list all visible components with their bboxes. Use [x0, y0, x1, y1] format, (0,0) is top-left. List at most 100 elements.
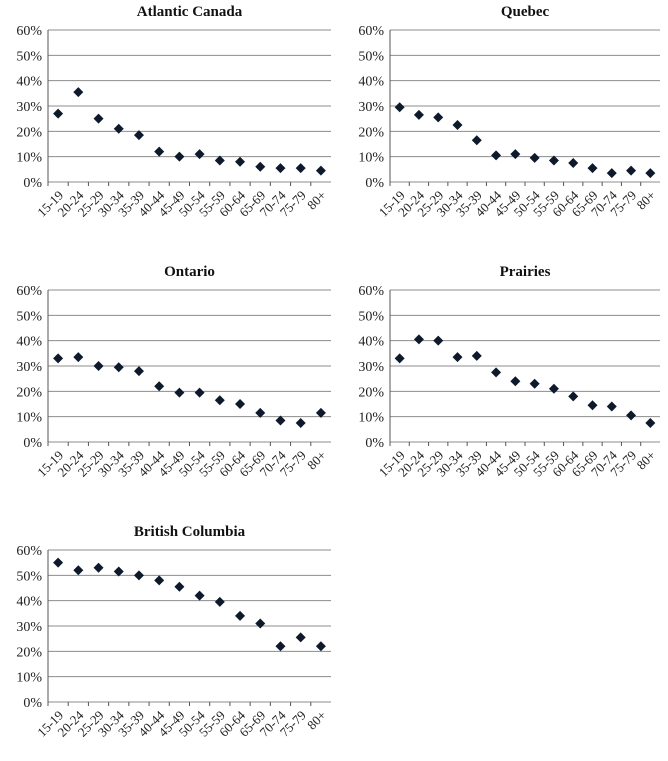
data-point-ontario-65-69 — [255, 407, 266, 418]
data-point-british-columbia-25-29 — [93, 562, 104, 573]
data-point-atlantic-canada-25-29 — [93, 113, 104, 124]
data-point-ontario-80 — [315, 407, 326, 418]
chart-quebec: Quebec0%10%20%30%40%50%60%15-1920-2425-2… — [358, 4, 660, 220]
data-point-british-columbia-65-69 — [255, 618, 266, 629]
chart-british-columbia: British Columbia0%10%20%30%40%50%60%15-1… — [16, 524, 331, 740]
data-point-atlantic-canada-20-24 — [73, 87, 84, 98]
y-tick-label: 40% — [16, 335, 42, 350]
data-point-british-columbia-75-79 — [295, 632, 306, 643]
data-point-british-columbia-60-64 — [235, 610, 246, 621]
y-tick-label: 30% — [16, 100, 42, 115]
data-point-prairies-55-59 — [548, 383, 559, 394]
data-point-atlantic-canada-60-64 — [235, 156, 246, 167]
y-tick-label: 50% — [358, 309, 384, 324]
y-tick-label: 10% — [358, 151, 384, 166]
data-point-ontario-60-64 — [235, 399, 246, 409]
data-point-ontario-35-39 — [133, 366, 144, 377]
data-point-british-columbia-50-54 — [194, 590, 205, 601]
y-tick-label: 30% — [358, 100, 384, 115]
data-point-ontario-25-29 — [93, 361, 104, 371]
data-point-quebec-30-34 — [452, 120, 463, 130]
data-point-ontario-20-24 — [73, 352, 84, 363]
y-tick-label: 10% — [16, 411, 42, 426]
data-point-ontario-75-79 — [295, 418, 306, 428]
data-point-ontario-15-19 — [53, 353, 64, 364]
data-point-british-columbia-55-59 — [214, 596, 225, 607]
chart-atlantic-canada: Atlantic Canada0%10%20%30%40%50%60%15-19… — [16, 4, 331, 220]
y-tick-label: 0% — [23, 696, 42, 711]
data-point-prairies-15-19 — [394, 353, 405, 364]
y-tick-label: 60% — [16, 284, 42, 299]
chart-prairies: Prairies0%10%20%30%40%50%60%15-1920-2425… — [358, 264, 660, 480]
data-point-atlantic-canada-65-69 — [255, 161, 266, 172]
data-point-quebec-25-29 — [433, 112, 444, 123]
data-point-quebec-55-59 — [548, 155, 559, 166]
y-tick-label: 40% — [358, 75, 384, 90]
data-point-ontario-40-44 — [154, 381, 165, 392]
data-point-british-columbia-45-49 — [174, 581, 185, 592]
data-point-ontario-30-34 — [113, 362, 124, 373]
data-point-quebec-20-24 — [413, 109, 424, 120]
data-point-quebec-15-19 — [394, 102, 405, 113]
y-tick-label: 0% — [23, 436, 42, 451]
x-tick-label: 80+ — [304, 188, 329, 213]
chart-title: Quebec — [501, 4, 550, 20]
data-point-british-columbia-80 — [315, 641, 326, 652]
y-tick-label: 30% — [16, 620, 42, 635]
chart-ontario: Ontario0%10%20%30%40%50%60%15-1920-2425-… — [16, 264, 331, 480]
y-tick-label: 30% — [16, 360, 42, 375]
data-point-prairies-45-49 — [510, 376, 521, 387]
data-point-prairies-65-69 — [587, 400, 598, 411]
y-tick-label: 50% — [358, 49, 384, 64]
data-point-atlantic-canada-75-79 — [295, 163, 306, 174]
data-point-quebec-50-54 — [529, 152, 540, 163]
y-tick-label: 50% — [16, 569, 42, 584]
y-tick-label: 20% — [16, 125, 42, 140]
data-point-quebec-75-79 — [626, 165, 637, 176]
data-point-prairies-20-24 — [413, 334, 424, 345]
y-tick-label: 20% — [358, 125, 384, 140]
data-point-quebec-70-74 — [606, 168, 617, 179]
y-tick-label: 40% — [358, 335, 384, 350]
data-point-ontario-45-49 — [174, 387, 185, 398]
x-tick-label: 80+ — [304, 708, 329, 733]
y-tick-label: 40% — [16, 595, 42, 610]
x-tick-label: 80+ — [304, 448, 329, 473]
x-tick-label: 80+ — [633, 188, 658, 213]
data-point-quebec-40-44 — [491, 150, 502, 161]
data-point-atlantic-canada-40-44 — [154, 146, 165, 157]
y-tick-label: 60% — [358, 284, 384, 299]
data-point-atlantic-canada-30-34 — [113, 123, 124, 134]
chart-title: Atlantic Canada — [137, 4, 243, 20]
y-tick-label: 60% — [16, 24, 42, 39]
y-tick-label: 20% — [358, 385, 384, 400]
y-tick-label: 10% — [358, 411, 384, 426]
y-tick-label: 10% — [16, 671, 42, 686]
y-tick-label: 60% — [358, 24, 384, 39]
data-point-atlantic-canada-15-19 — [53, 108, 64, 119]
data-point-ontario-50-54 — [194, 387, 205, 398]
y-tick-label: 60% — [16, 544, 42, 559]
data-point-ontario-55-59 — [214, 395, 225, 406]
data-point-prairies-40-44 — [491, 367, 502, 378]
data-point-prairies-70-74 — [606, 401, 617, 412]
chart-title: British Columbia — [134, 524, 246, 540]
data-point-british-columbia-40-44 — [154, 575, 165, 586]
data-point-ontario-70-74 — [275, 415, 286, 426]
y-tick-label: 0% — [23, 176, 42, 191]
x-tick-label: 80+ — [633, 448, 658, 473]
data-point-prairies-80 — [645, 418, 656, 428]
data-point-atlantic-canada-45-49 — [174, 151, 185, 162]
data-point-atlantic-canada-55-59 — [214, 155, 225, 166]
y-tick-label: 10% — [16, 151, 42, 166]
data-point-atlantic-canada-50-54 — [194, 149, 205, 160]
chart-title: Prairies — [500, 264, 551, 280]
y-tick-label: 40% — [16, 75, 42, 90]
data-point-prairies-25-29 — [433, 335, 444, 346]
y-tick-label: 0% — [365, 436, 384, 451]
data-point-prairies-35-39 — [471, 350, 482, 361]
data-point-prairies-30-34 — [452, 352, 463, 363]
data-point-atlantic-canada-35-39 — [133, 130, 144, 141]
data-point-quebec-35-39 — [471, 135, 482, 146]
